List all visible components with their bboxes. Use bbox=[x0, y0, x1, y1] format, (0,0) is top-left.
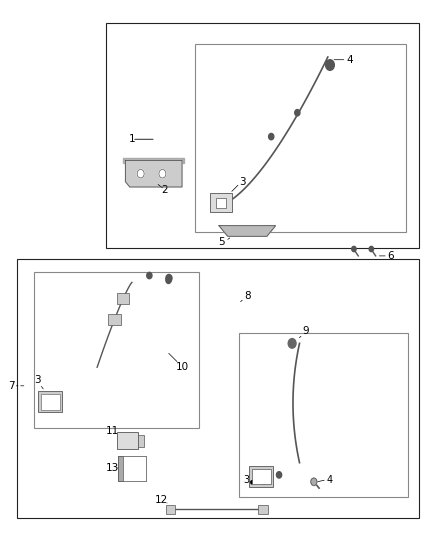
Bar bbox=[17, 259, 419, 519]
Bar bbox=[258, 505, 268, 514]
Bar bbox=[195, 44, 406, 232]
Bar bbox=[250, 466, 273, 487]
Text: 13: 13 bbox=[106, 463, 119, 473]
Text: 6: 6 bbox=[388, 251, 394, 261]
Bar bbox=[239, 333, 408, 497]
Circle shape bbox=[369, 246, 374, 252]
Bar bbox=[138, 435, 144, 447]
Bar bbox=[117, 293, 129, 304]
Text: 2: 2 bbox=[161, 184, 168, 195]
Text: 4: 4 bbox=[327, 475, 333, 484]
Circle shape bbox=[276, 472, 282, 478]
Text: 11: 11 bbox=[106, 426, 119, 436]
Circle shape bbox=[311, 478, 317, 486]
Bar bbox=[41, 394, 60, 410]
Polygon shape bbox=[219, 225, 276, 236]
Text: 9: 9 bbox=[303, 326, 309, 336]
Circle shape bbox=[325, 60, 334, 70]
Circle shape bbox=[352, 246, 356, 252]
Text: 8: 8 bbox=[244, 290, 251, 301]
Bar bbox=[118, 456, 146, 481]
Bar bbox=[109, 314, 120, 325]
Circle shape bbox=[295, 110, 300, 116]
Bar bbox=[34, 272, 199, 428]
Bar bbox=[39, 391, 62, 413]
Circle shape bbox=[147, 272, 152, 279]
Bar bbox=[216, 198, 226, 208]
Bar bbox=[106, 22, 419, 248]
Text: 10: 10 bbox=[176, 362, 189, 372]
Circle shape bbox=[288, 338, 296, 348]
Text: 12: 12 bbox=[155, 495, 168, 505]
Text: 1: 1 bbox=[129, 134, 135, 144]
Circle shape bbox=[159, 169, 166, 178]
Bar bbox=[123, 456, 146, 481]
Text: 3: 3 bbox=[240, 176, 246, 187]
Circle shape bbox=[251, 481, 253, 484]
Text: 3: 3 bbox=[34, 375, 40, 385]
Circle shape bbox=[137, 169, 144, 178]
Circle shape bbox=[262, 481, 265, 484]
Polygon shape bbox=[125, 160, 182, 187]
Circle shape bbox=[166, 277, 171, 284]
Text: 3: 3 bbox=[243, 475, 249, 484]
Text: 5: 5 bbox=[218, 237, 225, 247]
Bar bbox=[166, 505, 176, 514]
Circle shape bbox=[268, 133, 274, 140]
Bar bbox=[252, 469, 271, 484]
Text: 7: 7 bbox=[7, 381, 14, 391]
Bar bbox=[118, 456, 123, 481]
Text: 4: 4 bbox=[346, 55, 353, 64]
Circle shape bbox=[166, 274, 172, 282]
Bar bbox=[210, 193, 232, 213]
Bar bbox=[117, 432, 138, 449]
Polygon shape bbox=[123, 158, 184, 163]
